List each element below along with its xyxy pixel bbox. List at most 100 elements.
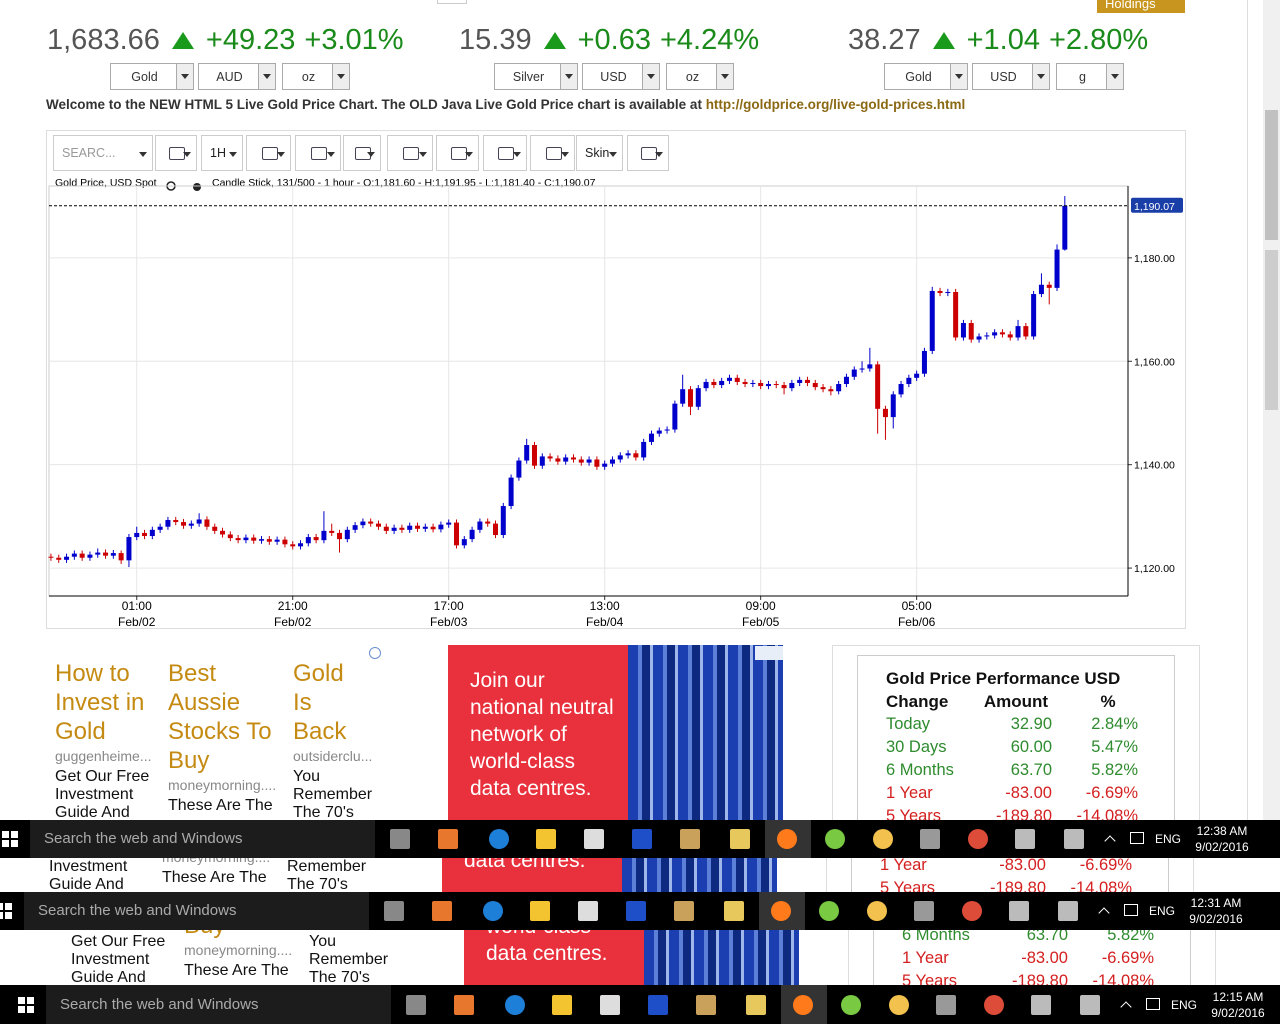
taskbar-icon[interactable] bbox=[1058, 901, 1078, 921]
taskbar-icon[interactable] bbox=[777, 829, 797, 849]
taskbar-icon[interactable] bbox=[730, 829, 750, 849]
taskbar-icon[interactable] bbox=[454, 994, 474, 1015]
toolbar-button[interactable] bbox=[295, 135, 341, 171]
select-box[interactable]: USD bbox=[582, 63, 660, 90]
banner-ad[interactable]: Join our national neutral network of wor… bbox=[464, 930, 644, 985]
taskbar-icon[interactable] bbox=[552, 994, 572, 1015]
taskbar-icon[interactable] bbox=[962, 901, 982, 921]
welcome-text: Welcome to the NEW HTML 5 Live Gold Pric… bbox=[46, 97, 706, 112]
toolbar-button[interactable] bbox=[483, 135, 527, 171]
toolbar-button[interactable]: Skin bbox=[576, 135, 623, 171]
taskbar-icon[interactable] bbox=[1080, 994, 1100, 1015]
candle-body bbox=[399, 527, 405, 530]
ad-title[interactable]: Gold Is Back bbox=[293, 660, 347, 745]
ad-title[interactable]: Best Aussie Stocks To Buy bbox=[184, 930, 289, 940]
select-box[interactable]: Silver bbox=[494, 63, 578, 90]
taskbar-icon[interactable] bbox=[632, 829, 652, 849]
search-box[interactable]: Search the web and Windows bbox=[24, 892, 369, 930]
tray-message[interactable] bbox=[1124, 904, 1138, 916]
toolbar-button[interactable] bbox=[627, 135, 669, 171]
toolbar-button[interactable] bbox=[387, 135, 433, 171]
candle-body bbox=[235, 538, 241, 541]
scroll-thumb[interactable] bbox=[1265, 110, 1278, 240]
ad-title[interactable]: Best Aussie Stocks To Buy bbox=[168, 660, 272, 774]
taskbar-icon[interactable] bbox=[536, 829, 556, 849]
taskbar-icon[interactable] bbox=[771, 901, 791, 921]
taskbar-icon[interactable] bbox=[505, 994, 525, 1015]
select-box[interactable]: oz bbox=[282, 63, 350, 90]
search-box[interactable]: Search the web and Windows bbox=[30, 820, 375, 858]
ad-close[interactable] bbox=[755, 646, 783, 660]
taskbar-icon[interactable] bbox=[578, 901, 598, 921]
toolbar-button[interactable] bbox=[530, 135, 575, 171]
taskbar-icon[interactable] bbox=[746, 994, 766, 1015]
taskbar-icon[interactable] bbox=[432, 901, 452, 921]
taskbar-icon[interactable] bbox=[724, 901, 744, 921]
toolbar-button[interactable] bbox=[246, 135, 291, 171]
taskbar-icon[interactable] bbox=[390, 829, 410, 849]
banner-ad[interactable]: Join our national neutral network of wor… bbox=[448, 645, 628, 820]
select-value: USD bbox=[990, 70, 1017, 84]
select-box[interactable]: Gold bbox=[110, 63, 194, 90]
select-box[interactable]: g bbox=[1056, 63, 1124, 90]
tray-clock[interactable]: 12:38 AM 9/02/2016 bbox=[1190, 823, 1254, 855]
taskbar-icon[interactable] bbox=[1009, 901, 1029, 921]
select-box[interactable]: Gold bbox=[884, 63, 968, 90]
ad-title[interactable]: How to Invest in Gold bbox=[55, 660, 145, 745]
holdings-button[interactable]: Holdings bbox=[1097, 0, 1185, 13]
taskbar-icon[interactable] bbox=[889, 994, 909, 1015]
candle-body bbox=[937, 290, 943, 294]
scroll-thumb[interactable] bbox=[1265, 250, 1278, 410]
toolbar-button[interactable] bbox=[155, 135, 197, 171]
toolbar-button[interactable] bbox=[343, 135, 381, 171]
toolbar-button[interactable] bbox=[436, 135, 479, 171]
taskbar-icon[interactable] bbox=[1031, 994, 1051, 1015]
taskbar-icon[interactable] bbox=[867, 901, 887, 921]
start-button[interactable] bbox=[2, 831, 18, 847]
taskbar-icon[interactable] bbox=[968, 829, 988, 849]
taskbar-icon[interactable] bbox=[530, 901, 550, 921]
select-value: oz bbox=[301, 70, 316, 84]
tray-message[interactable] bbox=[1130, 832, 1144, 844]
taskbar-icon[interactable] bbox=[873, 829, 893, 849]
start-button[interactable] bbox=[0, 903, 12, 919]
search-box[interactable]: Search the web and Windows bbox=[46, 985, 391, 1024]
taskbar-icon[interactable] bbox=[680, 829, 700, 849]
select-box[interactable]: USD bbox=[972, 63, 1050, 90]
taskbar-icon[interactable] bbox=[793, 994, 813, 1015]
tray-message[interactable] bbox=[1146, 997, 1160, 1010]
perf-table: Gold Price Performance USDChangeAmount%T… bbox=[873, 930, 1191, 985]
welcome-link[interactable]: http://goldprice.org/live-gold-prices.ht… bbox=[705, 97, 966, 112]
taskbar-icon[interactable] bbox=[696, 994, 716, 1015]
taskbar-icon[interactable] bbox=[841, 994, 861, 1015]
taskbar-icon[interactable] bbox=[438, 829, 458, 849]
select-box[interactable]: oz bbox=[666, 63, 734, 90]
taskbar-icon[interactable] bbox=[406, 994, 426, 1015]
taskbar-icon[interactable] bbox=[648, 994, 668, 1015]
taskbar-icon[interactable] bbox=[600, 994, 620, 1015]
taskbar-icon[interactable] bbox=[1015, 829, 1035, 849]
taskbar-icon[interactable] bbox=[920, 829, 940, 849]
perf-outer bbox=[826, 858, 1194, 892]
taskbar-icon[interactable] bbox=[483, 901, 503, 921]
taskbar-icon[interactable] bbox=[584, 829, 604, 849]
taskbar-icon[interactable] bbox=[384, 901, 404, 921]
taskbar-icon[interactable] bbox=[626, 901, 646, 921]
taskbar-icon[interactable] bbox=[936, 994, 956, 1015]
select-box[interactable]: AUD bbox=[198, 63, 276, 90]
toolbar-button[interactable]: SEARC... bbox=[53, 135, 153, 171]
taskbar-icon[interactable] bbox=[914, 901, 934, 921]
taskbar-icon[interactable] bbox=[1064, 829, 1084, 849]
taskbar-icon[interactable] bbox=[825, 829, 845, 849]
taskbar-icon[interactable] bbox=[819, 901, 839, 921]
taskbar-icon[interactable] bbox=[674, 901, 694, 921]
drop-glyph bbox=[367, 152, 375, 157]
tray-clock[interactable]: 12:15 AM 9/02/2016 bbox=[1206, 989, 1270, 1021]
toolbar-button[interactable]: 1H bbox=[201, 135, 243, 171]
select-arrow bbox=[560, 64, 577, 89]
start-button[interactable] bbox=[18, 996, 34, 1013]
banner-ad[interactable]: Join our national neutral network of wor… bbox=[442, 858, 622, 892]
tray-clock[interactable]: 12:31 AM 9/02/2016 bbox=[1184, 895, 1248, 927]
taskbar-icon[interactable] bbox=[489, 829, 509, 849]
taskbar-icon[interactable] bbox=[984, 994, 1004, 1015]
